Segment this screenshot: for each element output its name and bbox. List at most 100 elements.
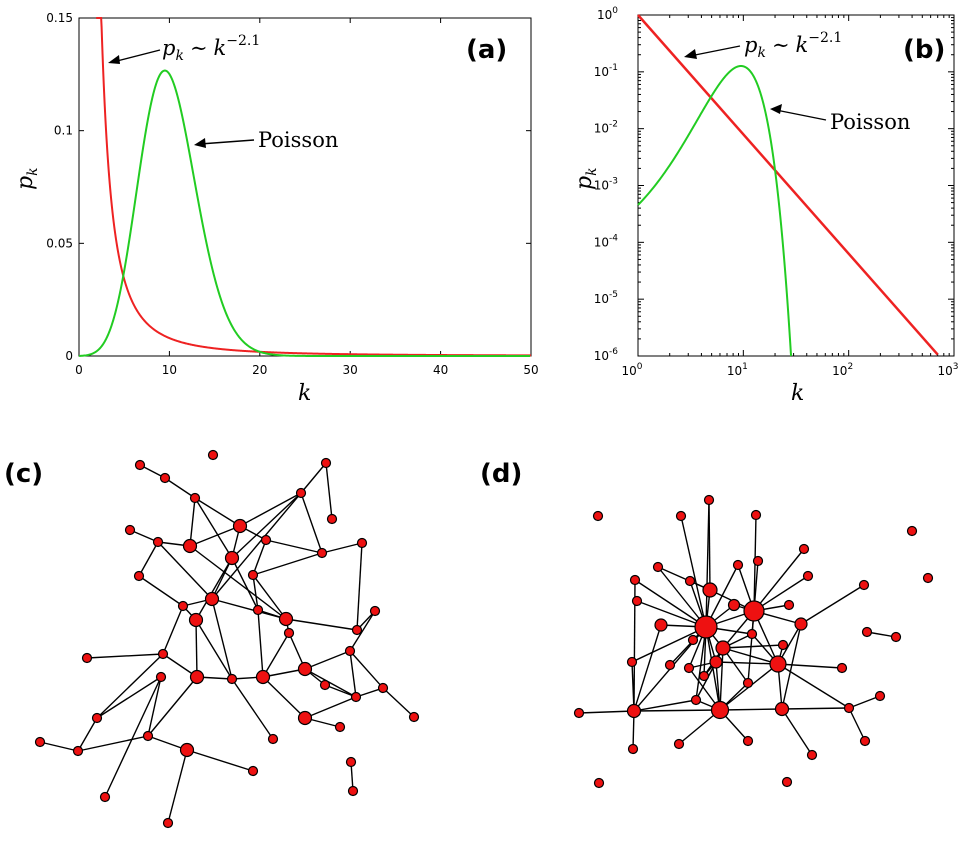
network-node [232, 518, 248, 534]
y-tick-base: 10 [594, 65, 609, 79]
network-node [351, 624, 363, 636]
network-node [152, 536, 164, 548]
network-node [142, 730, 154, 742]
network-edge [86, 653, 164, 659]
network-edge [231, 678, 274, 740]
network-node [134, 459, 146, 471]
network-edge [162, 605, 184, 655]
panel-b-y-label-main: p [572, 176, 597, 190]
network-node [278, 611, 294, 627]
network-edge [104, 676, 162, 798]
network-edge [77, 717, 98, 752]
network-node [629, 574, 641, 586]
network-node [177, 600, 189, 612]
network-edge [695, 661, 717, 701]
network-node [162, 817, 174, 829]
network-edge [231, 557, 259, 611]
network-node [260, 534, 272, 546]
poisson-curve [78, 69, 531, 357]
network-edge [304, 668, 357, 698]
network-node [652, 561, 664, 573]
panel-b-chart: 100 101 102 103 10-610-510-410-310-210-1100… [572, 6, 959, 406]
network-edge [252, 539, 267, 576]
network-node [369, 605, 381, 617]
network-node [99, 791, 111, 803]
network-edge [324, 684, 357, 698]
network-node [356, 537, 368, 549]
network-node [626, 656, 638, 668]
network-node [255, 669, 271, 685]
panel-c-edges [39, 462, 415, 824]
network-node [627, 743, 639, 755]
network-node [593, 777, 605, 789]
arrow-line [775, 109, 827, 121]
network-node [189, 492, 201, 504]
network-node [687, 634, 699, 646]
network-edge [195, 619, 198, 678]
network-edge [349, 610, 376, 652]
network-edge [189, 545, 287, 620]
network-edge [252, 574, 287, 620]
network-node [859, 735, 871, 747]
network-edge [195, 619, 233, 680]
panel-b-frame [637, 14, 955, 357]
network-node [159, 472, 171, 484]
x-tick-base: 10 [727, 364, 742, 378]
poisson-annotation-text: Poisson [258, 128, 338, 152]
network-edge [781, 623, 802, 710]
arrow-line [199, 139, 255, 145]
ann-exp: −2.1 [226, 33, 260, 49]
network-node [727, 598, 741, 612]
panel-b-x-label: k [791, 381, 804, 406]
network-edge [349, 650, 384, 689]
y-tick-exp: -4 [609, 233, 618, 243]
network-edge [147, 676, 198, 737]
network-node [752, 555, 764, 567]
network-edge [349, 650, 357, 698]
network-edge [77, 735, 149, 752]
network-edge [231, 492, 302, 559]
network-node [319, 679, 331, 691]
network-node [742, 677, 754, 689]
network-hub-node [709, 655, 723, 669]
network-node [182, 538, 198, 554]
network-edge [719, 708, 783, 711]
panel-d-edges [578, 499, 897, 756]
panel-a-y-label-main: p [13, 176, 38, 190]
x-tick-exp: 3 [953, 362, 959, 372]
network-edge [157, 541, 213, 600]
panel-a-poisson-annotation: Poisson [194, 128, 338, 152]
network-node [179, 742, 195, 758]
network-node [794, 617, 808, 631]
network-edge [252, 552, 323, 576]
network-node [836, 662, 848, 674]
y-tick-label: 10-6 [594, 347, 619, 363]
ann-sim: ∼ [190, 36, 208, 60]
network-node [675, 510, 687, 522]
y-tick-exp: -2 [609, 120, 618, 130]
network-node [774, 701, 790, 717]
network-edge [321, 542, 363, 554]
network-edge [722, 647, 779, 665]
x-tick-label: 50 [523, 363, 538, 377]
x-tick-base: 10 [621, 364, 636, 378]
panel-a-curves [78, 17, 532, 357]
network-edge [147, 676, 162, 737]
network-node [326, 513, 338, 525]
poisson-curve [637, 64, 793, 357]
y-tick-base: 10 [594, 122, 609, 136]
panel-d-label: (d) [480, 459, 522, 489]
network-node [861, 626, 873, 638]
network-node [224, 550, 240, 566]
x-tick-label: 103 [937, 362, 958, 378]
network-node [890, 631, 902, 643]
arrow-line [112, 49, 161, 63]
network-edge [167, 749, 188, 824]
network-edge [657, 566, 707, 628]
network-node [320, 457, 332, 469]
network-edge [239, 492, 302, 527]
power-law-curve [96, 17, 532, 357]
x-tick-label: 0 [75, 363, 83, 377]
x-tick-base: 10 [832, 364, 847, 378]
